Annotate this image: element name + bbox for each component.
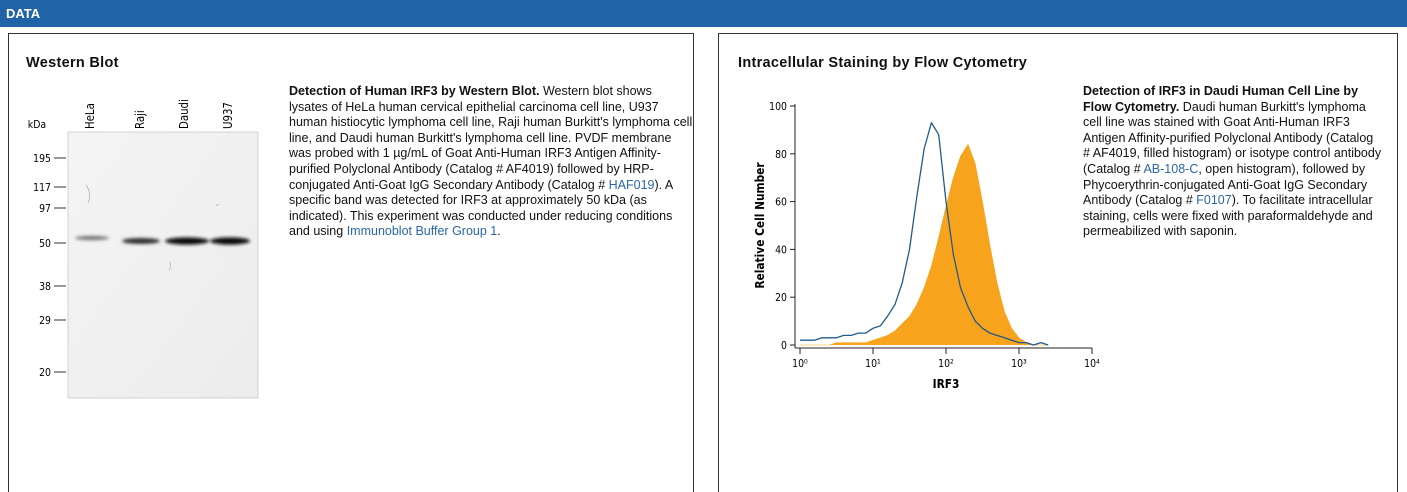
y-tick-label: 20 bbox=[775, 293, 787, 305]
y-tick-label: 40 bbox=[775, 245, 787, 257]
y-tick-label: 100 bbox=[769, 101, 787, 113]
graphics: kDa HeLa Raji Daudi U937 195 117 97 50 38 29 20 0 20… bbox=[0, 0, 1407, 492]
marker-label: 20 bbox=[39, 367, 51, 379]
x-tick-label: 10³ bbox=[1011, 358, 1027, 370]
blot-membrane bbox=[68, 132, 258, 398]
x-tick-label: 10⁴ bbox=[1084, 358, 1100, 370]
filled-histogram bbox=[800, 144, 1048, 345]
x-tick-label: 10⁰ bbox=[792, 358, 808, 370]
y-axis-label: Relative Cell Number bbox=[752, 162, 767, 289]
flow-histogram: 0 20 40 60 80 100 10⁰ 10¹ 10² 10³ 10⁴ IRF3 Relative … bbox=[752, 101, 1100, 391]
page: DATA Western Blot Intracellular Staining… bbox=[0, 0, 1407, 492]
x-tick-label: 10¹ bbox=[865, 358, 881, 370]
y-tick-label: 60 bbox=[775, 197, 787, 209]
x-axis-label: IRF3 bbox=[933, 376, 960, 391]
marker-label: 50 bbox=[39, 238, 51, 250]
lane-label: U937 bbox=[221, 102, 235, 129]
y-tick-label: 0 bbox=[781, 340, 787, 352]
unit-label: kDa bbox=[28, 119, 46, 131]
lane-label: HeLa bbox=[83, 103, 97, 129]
marker-label: 117 bbox=[33, 182, 51, 194]
marker-label: 195 bbox=[33, 153, 51, 165]
lane-label: Daudi bbox=[177, 99, 191, 129]
marker-label: 97 bbox=[39, 203, 51, 215]
lane-label: Raji bbox=[133, 110, 147, 129]
marker-label: 29 bbox=[39, 315, 51, 327]
marker-label: 38 bbox=[39, 281, 51, 293]
x-tick-label: 10² bbox=[938, 358, 954, 370]
y-tick-label: 80 bbox=[775, 149, 787, 161]
